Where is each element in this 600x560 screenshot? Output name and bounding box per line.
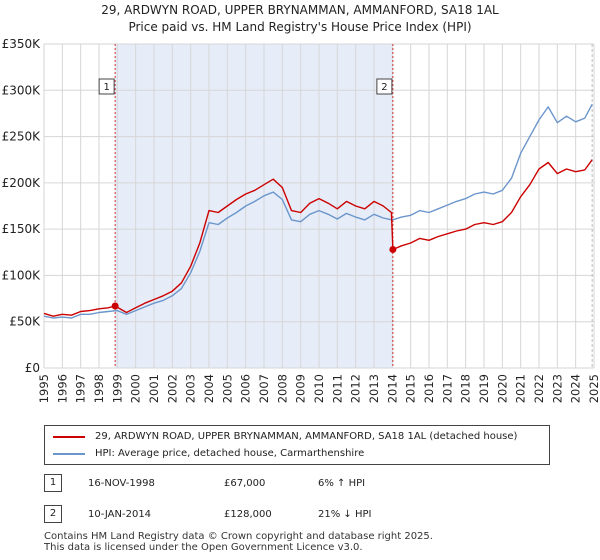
x-tick-label: 2003	[184, 374, 198, 403]
x-tick-label: 2015	[404, 374, 418, 403]
y-tick-label: £100K	[2, 268, 42, 282]
series-line-property	[43, 159, 593, 317]
transaction-label-box	[376, 78, 393, 95]
transaction-label-box	[98, 78, 115, 95]
series-line-hpi	[43, 103, 593, 319]
y-tick-label: £350K	[2, 37, 42, 51]
x-tick-label: 2021	[514, 374, 528, 403]
y-tick-label: £150K	[2, 222, 42, 236]
x-tick-label: 2014	[385, 374, 399, 403]
transaction-date: 10-JAN-2014	[88, 509, 152, 520]
x-tick-label: 2017	[440, 374, 454, 403]
y-tick-label: £50K	[9, 315, 41, 329]
x-tick-label: 2004	[202, 374, 216, 403]
y-tick-label: £0	[25, 361, 40, 375]
chart-title: 29, ARDWYN ROAD, UPPER BRYNAMMAN, AMMANF…	[0, 2, 600, 36]
footer-licence: This data is licensed under the Open Gov…	[44, 542, 363, 553]
x-tick-label: 2011	[330, 374, 344, 403]
x-tick-label: 2002	[165, 374, 179, 403]
x-tick-label: 2012	[349, 374, 363, 403]
x-tick-label: 2005	[220, 374, 234, 403]
x-tick-label: 2013	[367, 374, 381, 403]
transaction-date: 16-NOV-1998	[88, 478, 155, 489]
x-tick-label: 2022	[532, 374, 546, 403]
x-tick-label: 1998	[92, 374, 106, 403]
x-tick-label: 1996	[55, 374, 69, 403]
x-tick-label: 1995	[37, 374, 51, 403]
x-tick-label: 2010	[312, 374, 326, 403]
y-tick-label: £300K	[2, 83, 42, 97]
legend-swatch-hpi	[53, 453, 85, 455]
transaction-marker-1: 1	[44, 474, 62, 492]
y-tick-label: £200K	[2, 176, 42, 190]
x-tick-label: 2008	[275, 374, 289, 403]
x-tick-label: 1999	[110, 374, 124, 403]
x-tick-label: 1997	[74, 374, 88, 403]
transaction-marker-2: 2	[44, 505, 62, 523]
x-tick-label: 2018	[459, 374, 473, 403]
y-tick-label: £250K	[2, 130, 42, 144]
legend-swatch-property	[53, 436, 85, 438]
x-tick-label: 2009	[294, 374, 308, 403]
footer-copyright: Contains HM Land Registry data © Crown c…	[44, 531, 433, 542]
transaction-point	[111, 302, 119, 310]
x-tick-label: 2016	[422, 374, 436, 403]
transaction-price: £128,000	[224, 509, 272, 520]
chart-title-line2: Price paid vs. HM Land Registry's House …	[128, 20, 472, 34]
x-tick-label: 2007	[257, 374, 271, 403]
transaction-label: 1	[103, 82, 109, 93]
footer: Contains HM Land Registry data © Crown c…	[44, 531, 433, 553]
x-tick-label: 2024	[569, 374, 583, 403]
transaction-label: 2	[381, 82, 387, 93]
transaction-hpi-diff: 21% ↓ HPI	[318, 509, 372, 520]
price-chart: 1 2 £0 £50K £100K £150K £200K £250K £300K £350K 1…	[2, 37, 600, 403]
transaction-price: £67,000	[224, 478, 266, 489]
x-tick-label: 2006	[239, 374, 253, 403]
x-tick-label: 2001	[147, 374, 161, 403]
shaded-period	[115, 44, 393, 368]
legend: 29, ARDWYN ROAD, UPPER BRYNAMMAN, AMMANF…	[44, 425, 550, 465]
legend-label-hpi: HPI: Average price, detached house, Carm…	[95, 448, 365, 459]
x-tick-label: 2000	[129, 374, 143, 403]
transaction-hpi-diff: 6% ↑ HPI	[318, 478, 366, 489]
x-tick-label: 2019	[477, 374, 491, 403]
legend-label-property: 29, ARDWYN ROAD, UPPER BRYNAMMAN, AMMANF…	[95, 431, 518, 442]
x-tick-label: 2023	[550, 374, 564, 403]
x-tick-label: 2020	[495, 374, 509, 403]
x-tick-label: 2025	[587, 374, 600, 403]
chart-title-line1: 29, ARDWYN ROAD, UPPER BRYNAMMAN, AMMANF…	[101, 3, 499, 17]
transaction-point	[389, 246, 397, 254]
